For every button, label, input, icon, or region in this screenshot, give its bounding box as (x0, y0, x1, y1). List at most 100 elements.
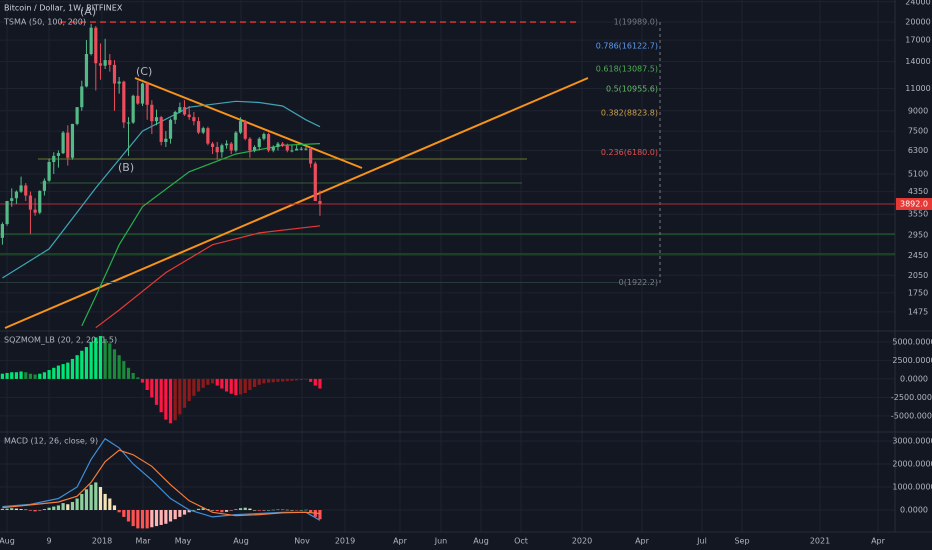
histogram-bar (103, 338, 107, 379)
histogram-bar (285, 378, 289, 382)
indicator-line (2, 449, 321, 517)
histogram-bar (94, 337, 98, 379)
histogram-bar (80, 493, 84, 511)
candle-body (66, 132, 70, 158)
candle-body (215, 146, 219, 153)
y-tick-label: 2050 (908, 271, 928, 280)
candle-body (266, 134, 271, 151)
y-tick-label: 1000.0000 (892, 483, 932, 492)
trend-line (134, 77, 363, 169)
histogram-bar (66, 504, 70, 511)
histogram-bar (271, 509, 275, 511)
histogram-bar (173, 378, 177, 421)
indicator-label: TSMA (50, 100, 200) (3, 18, 86, 27)
candle-body (313, 163, 317, 201)
histogram-bar (210, 510, 215, 511)
y-tick-label: 17000 (905, 36, 930, 45)
fib-label: 0.5(10955.6) (606, 84, 658, 93)
candle-body (28, 195, 33, 210)
candle-body (42, 180, 47, 191)
histogram-bar (295, 510, 299, 511)
histogram-bar (84, 489, 89, 511)
histogram-bar (75, 498, 79, 511)
candle-body (84, 54, 89, 87)
histogram-bar (252, 378, 257, 388)
y-tick-label: 9000 (908, 106, 928, 115)
candle-body (24, 185, 28, 196)
indicator-label: SQZMOM_LB (20, 2, 20, 1.5) (4, 336, 117, 345)
candle-body (238, 121, 243, 133)
y-tick-label: 2950 (908, 230, 928, 239)
histogram-bar (131, 510, 135, 527)
candle-body (281, 143, 285, 146)
symbol-title: Bitcoin / Dollar, 1W, BITFINEX (4, 4, 123, 13)
histogram-bar (159, 510, 163, 525)
histogram-bar (66, 362, 70, 379)
y-tick-label: 1750 (908, 288, 928, 297)
candle-body (94, 27, 98, 64)
histogram-bar (224, 510, 229, 512)
histogram-bar (182, 378, 187, 408)
y-tick-label: 2500.0000 (892, 356, 932, 365)
histogram-bar (215, 510, 219, 512)
histogram-bar (276, 378, 280, 382)
x-tick-label: Jul (696, 537, 707, 546)
histogram-bar (290, 510, 294, 511)
histogram-bar (224, 378, 229, 392)
histogram-bar (164, 378, 168, 420)
fib-label: 0.786(16122.7) (596, 41, 658, 50)
candle-body (318, 200, 322, 205)
histogram-bar (108, 498, 112, 511)
candle-body (248, 138, 252, 151)
histogram-bar (295, 378, 299, 381)
histogram-bar (10, 372, 14, 379)
histogram-bar (117, 355, 121, 379)
histogram-bar (52, 506, 56, 511)
histogram-bar (196, 508, 201, 511)
histogram-bar (5, 508, 9, 511)
candle-body (47, 161, 51, 181)
candle-body (89, 27, 93, 55)
candle-body (229, 143, 233, 151)
candle-body (224, 143, 229, 146)
candle-body (173, 112, 177, 120)
histogram-bar (126, 367, 131, 379)
histogram-bar (42, 509, 47, 511)
x-tick-label: 2020 (572, 537, 592, 546)
candle-body (80, 86, 84, 108)
x-tick-label: May (175, 537, 192, 546)
histogram-bar (173, 510, 177, 520)
histogram-bar (201, 378, 205, 388)
histogram-bar (318, 378, 322, 389)
histogram-bar (266, 378, 271, 383)
histogram-bar (154, 378, 159, 405)
candle-body (210, 143, 215, 147)
histogram-bar (201, 508, 205, 511)
histogram-bar (126, 510, 131, 522)
trend-line (4, 77, 589, 329)
candle-body (19, 185, 23, 192)
y-tick-label: 5100 (908, 169, 928, 178)
candle-body (295, 148, 299, 151)
wave-label: (C) (136, 65, 152, 78)
candle-body (117, 81, 121, 84)
x-tick-label: Apr (635, 537, 650, 546)
candle-body (262, 134, 266, 139)
candle-body (145, 83, 149, 105)
candle-body (75, 107, 79, 124)
histogram-bar (154, 510, 159, 527)
x-tick-label: Aug (0, 537, 15, 546)
candle-body (10, 198, 14, 201)
indicator-label: MACD (12, 26, close, 9) (4, 437, 98, 446)
y-tick-label: 4350 (908, 187, 928, 196)
price-tag (896, 198, 932, 211)
histogram-bar (38, 373, 42, 379)
histogram-bar (14, 508, 19, 511)
x-tick-label: 2019 (335, 537, 355, 546)
histogram-bar (61, 364, 65, 379)
candle-body (0, 224, 4, 238)
histogram-bar (220, 510, 224, 513)
candle-body (276, 143, 280, 147)
x-tick-label: Aug (473, 537, 489, 546)
